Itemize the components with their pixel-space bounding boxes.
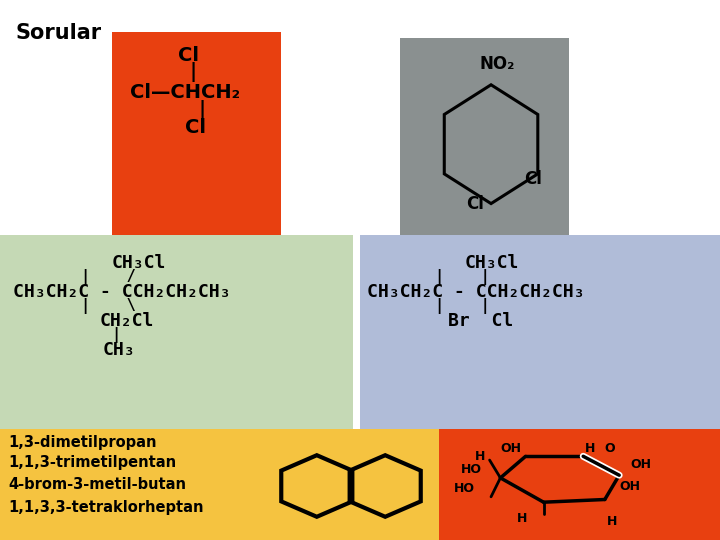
Text: 1,3-dimetilpropan: 1,3-dimetilpropan [9,435,157,450]
Text: |    /: | / [81,269,135,285]
Text: H: H [475,450,485,463]
Text: H: H [585,442,595,455]
Text: NO₂: NO₂ [480,55,515,73]
Text: Cl: Cl [466,195,484,213]
Bar [0,429,259,540]
Bar [360,235,720,429]
Bar [259,429,450,540]
Text: H: H [607,515,617,528]
Text: CH₃CH₂C - CCH₂CH₂CH₃: CH₃CH₂C - CCH₂CH₂CH₃ [367,282,585,301]
Text: CH₃CH₂C - CCH₂CH₂CH₃: CH₃CH₂C - CCH₂CH₂CH₃ [13,282,230,301]
Text: O: O [605,442,616,455]
Text: Sorular: Sorular [16,23,102,43]
Text: Cl: Cl [185,118,207,137]
Text: H: H [517,512,527,525]
Text: CH₂Cl: CH₂Cl [99,312,154,330]
Text: |: | [189,62,197,83]
Text: OH: OH [630,458,651,471]
Bar [112,32,281,235]
Text: Br  Cl: Br Cl [448,312,513,330]
Text: |    |: | | [435,298,490,314]
Text: Cl: Cl [178,45,199,65]
Text: HO: HO [454,482,474,495]
Bar [0,235,353,429]
Text: CH₃: CH₃ [103,341,135,359]
Text: Cl: Cl [524,170,542,188]
Text: OH: OH [500,442,521,455]
Text: OH: OH [619,480,640,492]
Text: 1,1,3-trimetilpentan: 1,1,3-trimetilpentan [9,455,177,470]
Text: Cl—CHCH₂: Cl—CHCH₂ [130,83,240,103]
Text: |    |: | | [435,269,490,285]
Text: CH₃Cl: CH₃Cl [112,254,166,272]
Text: CH₃Cl: CH₃Cl [464,254,519,272]
Bar [400,38,569,240]
Text: 4-brom-3-metil-butan: 4-brom-3-metil-butan [9,477,186,492]
Bar [439,429,720,540]
Text: |: | [112,327,121,343]
Text: 1,1,3,3-tetraklorheptan: 1,1,3,3-tetraklorheptan [9,500,204,515]
Text: |    \: | \ [81,298,135,314]
Text: |: | [198,100,205,120]
Text: HO: HO [461,463,482,476]
